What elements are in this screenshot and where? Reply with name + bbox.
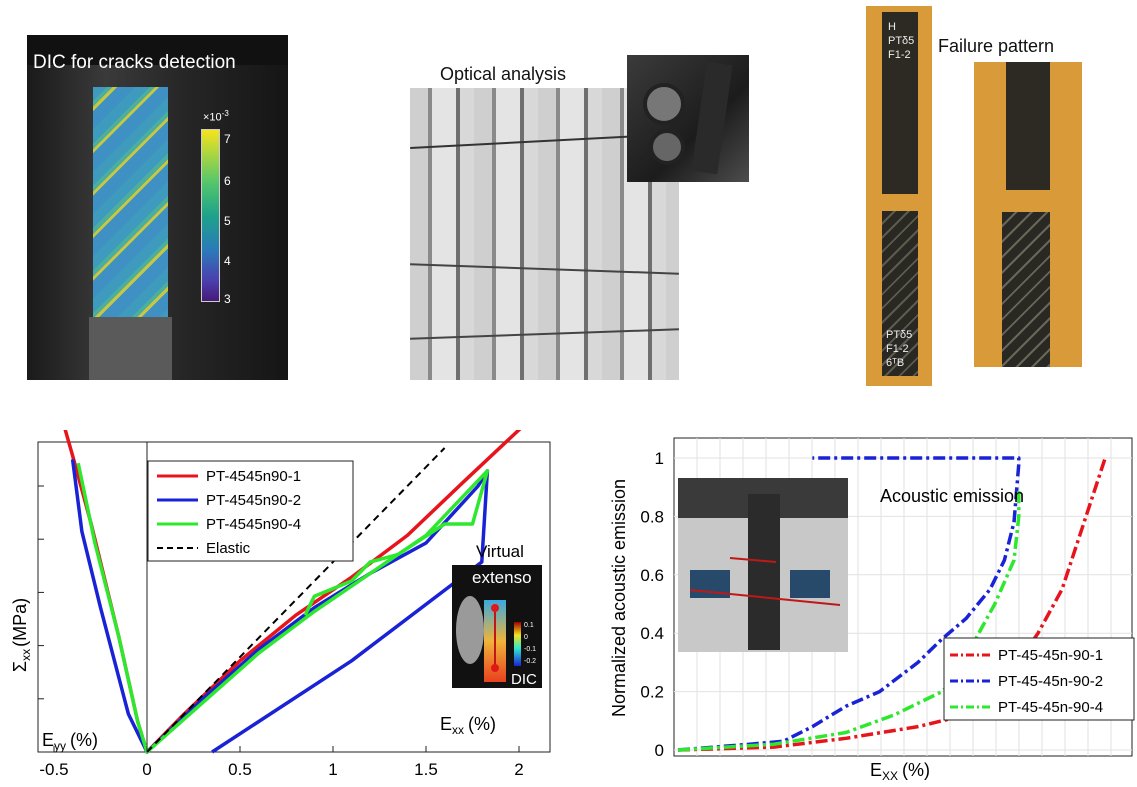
x-tick-label: -0.5 — [39, 760, 68, 779]
dic-colorbar-tick-3: 3 — [224, 292, 231, 306]
y-axis-label: Normalized acoustic emission — [609, 479, 629, 717]
dic-colorbar-tick-4: 4 — [224, 254, 231, 268]
specimen-strip — [1006, 62, 1050, 190]
series-line-1 — [677, 457, 1107, 752]
y-axis-label: Σxx(MPa) — [10, 598, 33, 672]
dic-colorbar-tick-7: 7 — [224, 132, 231, 146]
inset-tick: 0.1 — [524, 622, 534, 629]
dic-colorbar-tick-5: 5 — [224, 214, 231, 228]
extenso-label: extenso — [472, 568, 532, 587]
legend-label: PT-4545n90-2 — [206, 492, 301, 509]
x-tick-label: 2 — [514, 760, 523, 779]
eyy-label: Eyy (%) — [42, 730, 98, 753]
y-tick-label: 1 — [655, 449, 664, 468]
stress-strain-chart: -0.5 0 0.5 1 1.5 2 PT-4545n90-1 PT-4545n90-2 … — [10, 430, 551, 779]
x-tick-label: 0.5 — [228, 760, 252, 779]
x-tick-label: 1.5 — [414, 760, 438, 779]
failure-mark: H PTδ5 F1-2 — [888, 21, 915, 61]
crack-line — [410, 263, 679, 275]
inset-tick: -0.1 — [524, 646, 536, 653]
svg-text:Σxx(MPa): Σxx(MPa) — [10, 598, 33, 672]
legend-label: Elastic — [206, 540, 251, 557]
series-line-2 — [70, 459, 490, 754]
virtual-extenso-inset: 0.1 0 -0.1 -0.2 DIC — [452, 565, 542, 688]
specimen-strip — [691, 61, 733, 175]
legend: PT-45-45n-90-1 PT-45-45n-90-2 PT-45-45n-… — [943, 637, 1135, 721]
y-tick-label: 0.8 — [640, 507, 664, 526]
inset-tick: -0.2 — [524, 658, 536, 665]
y-tick-label: 0 — [655, 741, 664, 760]
series-line-3 — [76, 462, 490, 754]
x-tick-label: 1 — [328, 760, 337, 779]
microscope-lens — [649, 129, 685, 165]
svg-text:Normalized acoustic emission: Normalized acoustic emission — [609, 479, 629, 717]
acoustic-inset-title: Acoustic emission — [880, 486, 1024, 506]
y-tick-label: 0.4 — [640, 624, 664, 643]
specimen-strip — [1002, 212, 1050, 367]
microscope-lens — [643, 83, 685, 125]
acoustic-inset-photo — [678, 478, 848, 652]
inset-dic-label: DIC — [511, 671, 537, 688]
legend-label: PT-45-45n-90-2 — [998, 673, 1103, 690]
dic-title: DIC for cracks detection — [33, 52, 236, 73]
dic-photo: DIC for cracks detection ×10-3 7 6 5 4 3 — [27, 35, 288, 380]
virtual-label: Virtual — [476, 542, 524, 561]
specimen-clamp-top — [27, 35, 288, 65]
y-tick-label: 0.6 — [640, 566, 664, 585]
failure-title: Failure pattern — [938, 36, 1055, 56]
acoustic-chart: 0 0.2 0.4 0.6 0.8 1 Acoustic emission PT-45-4… — [609, 437, 1135, 783]
exx-label: Exx (%) — [440, 714, 496, 737]
failure-photo-left: H PTδ5 F1-2 PTδ5 F1-2 6ᵀB — [866, 6, 932, 386]
legend: PT-4545n90-1 PT-4545n90-2 PT-4545n90-4 E… — [147, 460, 354, 562]
specimen-strip — [882, 12, 918, 194]
series-line-4 — [146, 447, 446, 753]
legend-label: PT-4545n90-1 — [206, 468, 301, 485]
y-tick-label: 0.2 — [640, 683, 664, 702]
failure-photo-right — [974, 62, 1082, 367]
dic-colorbar — [201, 129, 220, 302]
legend-label: PT-45-45n-90-4 — [998, 699, 1103, 716]
x-tick-label: 0 — [142, 760, 151, 779]
specimen-clamp-bottom — [89, 317, 172, 380]
legend-label: PT-45-45n-90-1 — [998, 647, 1103, 664]
optical-title: Optical analysis — [440, 64, 567, 84]
failure-mark: PTδ5 F1-2 6ᵀB — [886, 329, 913, 369]
dic-colorbar-tick-6: 6 — [224, 174, 231, 188]
dic-colorbar-exponent: ×10-3 — [203, 109, 229, 124]
microscope-photo — [627, 55, 749, 182]
specimen-strip — [882, 211, 918, 376]
series-line-2 — [677, 456, 1021, 752]
inset-tick: 0 — [524, 634, 528, 641]
crack-line — [410, 328, 679, 340]
legend-label: PT-4545n90-4 — [206, 516, 301, 533]
x-axis-label: EXX (%) — [870, 760, 930, 783]
